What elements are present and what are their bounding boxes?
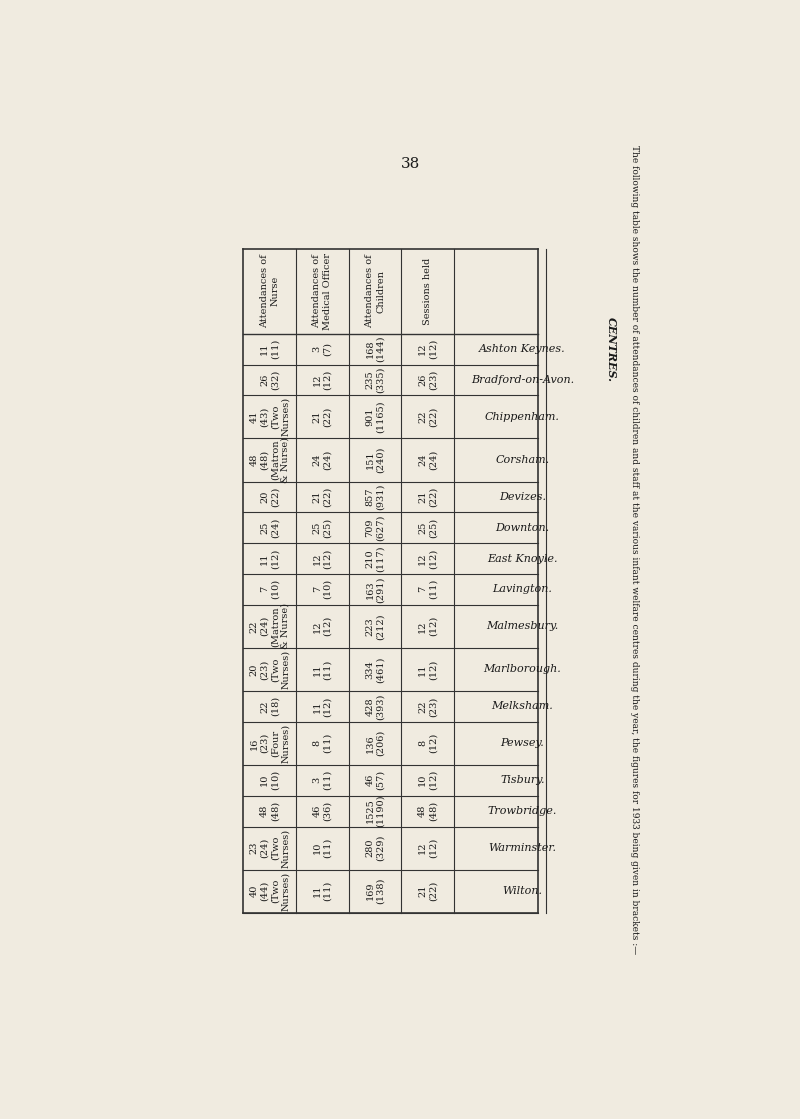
Text: 25
(24): 25 (24) (260, 518, 279, 538)
Text: 8
(11): 8 (11) (313, 733, 332, 753)
Text: 11
(11): 11 (11) (313, 881, 332, 901)
Text: Attendances of
Nurse: Attendances of Nurse (260, 254, 280, 328)
Text: 21
(22): 21 (22) (418, 487, 438, 507)
Text: 11
(12): 11 (12) (313, 696, 332, 716)
Text: 709
(627): 709 (627) (366, 515, 385, 540)
Text: 23
(24)
(Two
Nurses): 23 (24) (Two Nurses) (250, 828, 290, 867)
Text: Marlborough.: Marlborough. (483, 665, 562, 675)
Text: 163
(291): 163 (291) (366, 576, 385, 602)
Text: 168
(144): 168 (144) (366, 336, 385, 363)
Text: 136
(206): 136 (206) (366, 731, 385, 756)
Text: Attendances of
Medical Officer: Attendances of Medical Officer (312, 253, 333, 330)
Text: 857
(931): 857 (931) (366, 483, 385, 510)
Text: Melksham.: Melksham. (491, 702, 554, 712)
Text: 48
(48)
(Matron
& Nurse): 48 (48) (Matron & Nurse) (250, 438, 290, 483)
Text: Sessions held: Sessions held (423, 257, 432, 325)
Text: 26
(32): 26 (32) (260, 369, 279, 391)
Text: 41
(43)
(Two
Nurses): 41 (43) (Two Nurses) (250, 397, 290, 436)
Text: Pewsey.: Pewsey. (501, 739, 544, 749)
Text: Corsham.: Corsham. (495, 455, 550, 466)
Text: 901
(1165): 901 (1165) (366, 401, 385, 433)
Text: 12
(12): 12 (12) (418, 838, 438, 858)
Text: 12
(12): 12 (12) (313, 548, 332, 568)
Text: 24
(24): 24 (24) (313, 450, 332, 470)
Text: 12
(12): 12 (12) (313, 617, 332, 637)
Text: 7
(10): 7 (10) (313, 580, 332, 600)
Text: 280
(329): 280 (329) (366, 835, 385, 862)
Text: Chippenham.: Chippenham. (485, 412, 560, 422)
Text: Lavington.: Lavington. (493, 584, 552, 594)
Text: 24
(24): 24 (24) (418, 450, 438, 470)
Text: 235
(335): 235 (335) (366, 367, 385, 393)
Text: 10
(12): 10 (12) (418, 770, 438, 790)
Text: 38: 38 (400, 157, 420, 170)
Text: 7
(11): 7 (11) (418, 580, 438, 600)
Text: 151
(240): 151 (240) (366, 446, 385, 473)
Text: 3
(11): 3 (11) (313, 770, 332, 790)
Text: 25
(25): 25 (25) (313, 518, 332, 538)
Text: 428
(393): 428 (393) (366, 693, 385, 720)
Text: 210
(117): 210 (117) (366, 545, 385, 572)
Text: 48
(48): 48 (48) (260, 801, 279, 821)
Text: 25
(25): 25 (25) (418, 518, 438, 538)
Text: Trowbridge.: Trowbridge. (488, 806, 557, 816)
Text: East Knoyle.: East Knoyle. (487, 554, 558, 564)
Text: 8
(12): 8 (12) (418, 733, 438, 753)
Text: 7
(10): 7 (10) (260, 580, 279, 600)
Text: Attendances of
Children: Attendances of Children (365, 254, 385, 328)
Text: Warminster.: Warminster. (488, 843, 556, 853)
Text: Devizes.: Devizes. (499, 492, 546, 502)
Text: 12
(12): 12 (12) (418, 339, 438, 359)
Text: 223
(212): 223 (212) (366, 613, 385, 640)
Text: 10
(11): 10 (11) (313, 838, 332, 858)
Text: 21
(22): 21 (22) (313, 487, 332, 507)
Text: 26
(23): 26 (23) (418, 369, 438, 391)
Text: 169
(138): 169 (138) (366, 878, 385, 904)
Text: 11
(12): 11 (12) (418, 659, 438, 679)
Text: Ashton Keynes.: Ashton Keynes. (479, 345, 566, 354)
Text: 21
(22): 21 (22) (313, 406, 332, 427)
Text: 46
(36): 46 (36) (313, 801, 332, 821)
Text: 11
(11): 11 (11) (313, 659, 332, 679)
Text: 20
(23)
(Two
Nurses): 20 (23) (Two Nurses) (250, 650, 290, 689)
Text: 22
(23): 22 (23) (418, 696, 438, 716)
Text: 20
(22): 20 (22) (260, 487, 279, 507)
Text: Wilton.: Wilton. (502, 886, 542, 896)
Text: 12
(12): 12 (12) (313, 369, 332, 391)
Text: 48
(48): 48 (48) (418, 801, 438, 821)
Text: 21
(22): 21 (22) (418, 881, 438, 901)
Text: Bradford-on-Avon.: Bradford-on-Avon. (471, 375, 574, 385)
Text: 11
(11): 11 (11) (260, 339, 279, 359)
Text: 12
(12): 12 (12) (418, 548, 438, 568)
Text: 11
(12): 11 (12) (260, 548, 279, 568)
Text: 10
(10): 10 (10) (260, 770, 279, 790)
Text: CENTRES.: CENTRES. (606, 317, 617, 382)
Text: 40
(44)
(Two
Nurses): 40 (44) (Two Nurses) (250, 872, 290, 911)
Text: 46
(57): 46 (57) (366, 770, 385, 790)
Text: The following table shows the number of attendances of children and staff at the: The following table shows the number of … (630, 144, 639, 953)
Text: 22
(22): 22 (22) (418, 406, 438, 427)
Text: 22
(18): 22 (18) (260, 696, 279, 716)
Text: 334
(461): 334 (461) (366, 656, 385, 683)
Text: 3
(7): 3 (7) (313, 342, 332, 356)
Text: 16
(23)
(Four
Nurses): 16 (23) (Four Nurses) (250, 724, 290, 763)
Text: 22
(24)
(Matron
& Nurse): 22 (24) (Matron & Nurse) (250, 603, 290, 649)
Text: 1525
(1190): 1525 (1190) (366, 794, 385, 827)
Text: Tisbury.: Tisbury. (500, 775, 545, 786)
Text: Malmesbury.: Malmesbury. (486, 621, 558, 631)
Text: Downton.: Downton. (495, 523, 550, 533)
Text: 12
(12): 12 (12) (418, 617, 438, 637)
